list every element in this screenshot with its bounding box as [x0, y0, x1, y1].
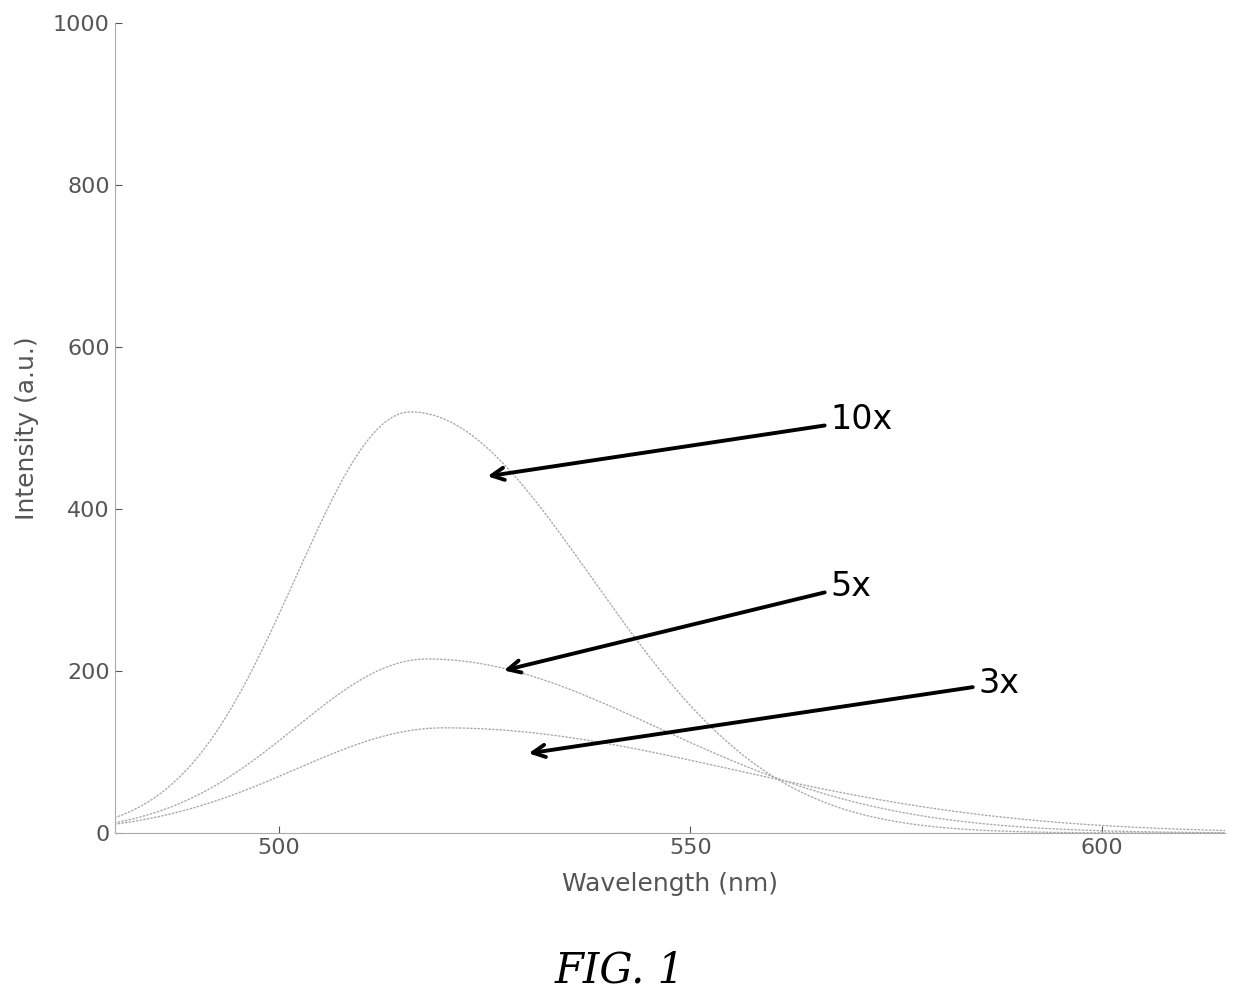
Text: FIG. 1: FIG. 1 [556, 950, 684, 992]
Text: 10x: 10x [492, 403, 893, 479]
Y-axis label: Intensity (a.u.): Intensity (a.u.) [15, 336, 38, 520]
Text: 3x: 3x [533, 667, 1019, 757]
X-axis label: Wavelength (nm): Wavelength (nm) [562, 872, 777, 896]
Text: 5x: 5x [508, 570, 872, 673]
